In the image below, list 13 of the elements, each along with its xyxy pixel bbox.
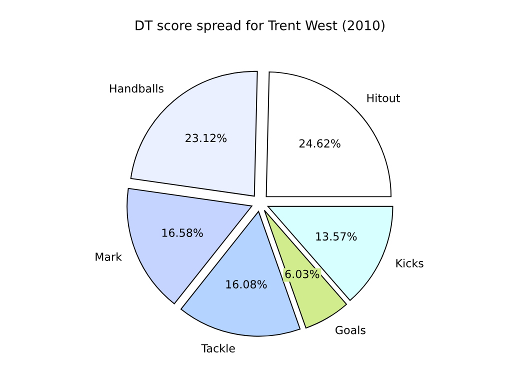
data-label: 6.03% [285,270,320,278]
data-label: 16.08% [226,280,267,288]
data-label: 16.58% [162,228,203,237]
slice-label: Tackle [201,344,235,352]
slice-label: Goals [336,326,366,334]
slice-label: Mark [96,252,122,261]
chart-title: DT score spread for Trent West (2010) [136,20,384,33]
data-label: 23.12% [186,134,227,142]
data-label: 13.57% [316,232,357,241]
slice-label: Kicks [396,258,424,268]
data-label: 24.62% [299,139,340,148]
slice-label: Hitout [367,94,400,102]
slice-label: Handballs [110,84,164,93]
